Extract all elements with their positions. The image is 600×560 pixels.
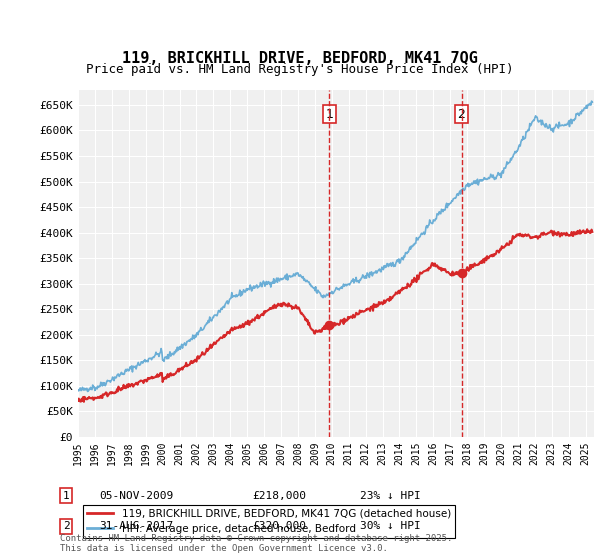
Text: £218,000: £218,000	[252, 491, 306, 501]
Text: 1: 1	[62, 491, 70, 501]
Text: 05-NOV-2009: 05-NOV-2009	[99, 491, 173, 501]
Text: 2: 2	[62, 521, 70, 531]
Text: 23% ↓ HPI: 23% ↓ HPI	[360, 491, 421, 501]
Text: 1: 1	[325, 108, 333, 120]
Text: 119, BRICKHILL DRIVE, BEDFORD, MK41 7QG: 119, BRICKHILL DRIVE, BEDFORD, MK41 7QG	[122, 52, 478, 66]
Text: £320,000: £320,000	[252, 521, 306, 531]
Text: 2: 2	[458, 108, 466, 120]
Text: Contains HM Land Registry data © Crown copyright and database right 2025.
This d: Contains HM Land Registry data © Crown c…	[60, 534, 452, 553]
Legend: 119, BRICKHILL DRIVE, BEDFORD, MK41 7QG (detached house), HPI: Average price, de: 119, BRICKHILL DRIVE, BEDFORD, MK41 7QG …	[83, 505, 455, 538]
Text: Price paid vs. HM Land Registry's House Price Index (HPI): Price paid vs. HM Land Registry's House …	[86, 63, 514, 77]
Text: 30% ↓ HPI: 30% ↓ HPI	[360, 521, 421, 531]
Text: 31-AUG-2017: 31-AUG-2017	[99, 521, 173, 531]
